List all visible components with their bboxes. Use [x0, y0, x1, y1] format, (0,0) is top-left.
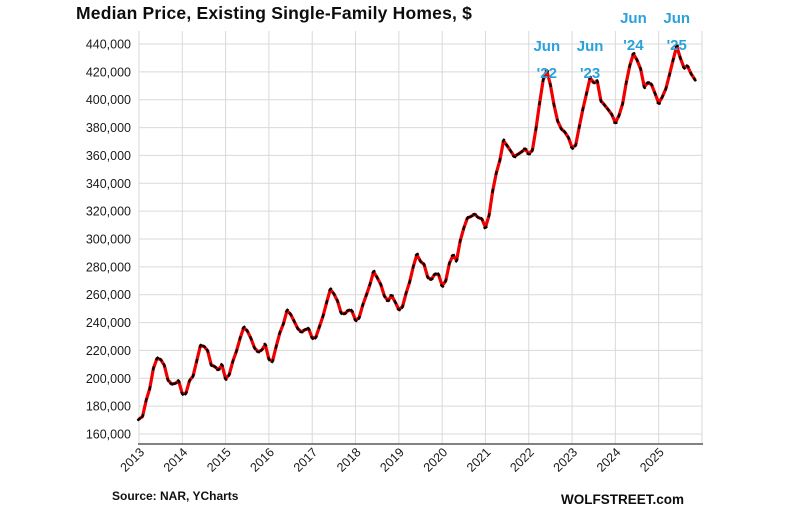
peak-annotation: Jun	[663, 10, 690, 27]
y-tick-label: 400,000	[86, 93, 131, 107]
peak-annotation: Jun	[533, 38, 560, 55]
y-axis-labels: 160,000 180,000 200,000 220,000 240,000 260,0…	[86, 38, 131, 442]
gridlines	[138, 31, 703, 444]
x-tick-label: 2019	[377, 445, 407, 475]
x-tick-label: 2024	[594, 445, 624, 475]
y-tick-label: 300,000	[86, 233, 131, 247]
peak-annotation: Jun	[577, 38, 604, 55]
y-tick-label: 180,000	[86, 400, 131, 414]
y-tick-label: 160,000	[86, 428, 131, 442]
y-tick-label: 440,000	[86, 38, 131, 52]
x-tick-label: 2013	[118, 445, 148, 475]
x-tick-label: 2022	[507, 445, 537, 475]
y-tick-label: 320,000	[86, 205, 131, 219]
peak-annotation: Jun	[620, 10, 647, 27]
x-tick-label: 2018	[334, 445, 364, 475]
point-markers	[136, 44, 697, 422]
x-tick-label: 2016	[247, 445, 277, 475]
wolfstreet-branding: WOLFSTREET.com	[561, 492, 685, 507]
x-tick-label: 2025	[637, 445, 667, 475]
y-tick-label: 280,000	[86, 260, 131, 274]
x-tick-label: 2023	[551, 445, 581, 475]
source-note: Source: NAR, YCharts	[112, 489, 239, 503]
x-tick-label: 2021	[464, 445, 494, 475]
y-tick-label: 240,000	[86, 316, 131, 330]
y-tick-label: 220,000	[86, 344, 131, 358]
peak-annotation: '23	[580, 65, 600, 82]
peak-annotation: '22	[537, 65, 557, 82]
y-tick-label: 200,000	[86, 372, 131, 386]
x-tick-label: 2020	[421, 445, 451, 475]
y-tick-label: 380,000	[86, 121, 131, 135]
peak-annotation: '24	[623, 37, 644, 54]
x-tick-label: 2015	[204, 445, 234, 475]
y-tick-label: 420,000	[86, 65, 131, 79]
y-tick-label: 340,000	[86, 177, 131, 191]
y-tick-label: 360,000	[86, 149, 131, 163]
x-tick-label: 2017	[291, 445, 321, 475]
chart-title: Median Price, Existing Single-Family Hom…	[76, 3, 473, 23]
peak-annotations: Jun '22 Jun '23 Jun '24 Jun '25	[533, 10, 690, 82]
price-line	[137, 44, 697, 421]
y-tick-label: 260,000	[86, 288, 131, 302]
x-tick-label: 2014	[161, 445, 191, 475]
x-axis-labels: 2013 2014 2015 2016 2017 2018 2019 2020 2021 2022…	[118, 445, 667, 475]
peak-annotation: '25	[667, 37, 687, 54]
